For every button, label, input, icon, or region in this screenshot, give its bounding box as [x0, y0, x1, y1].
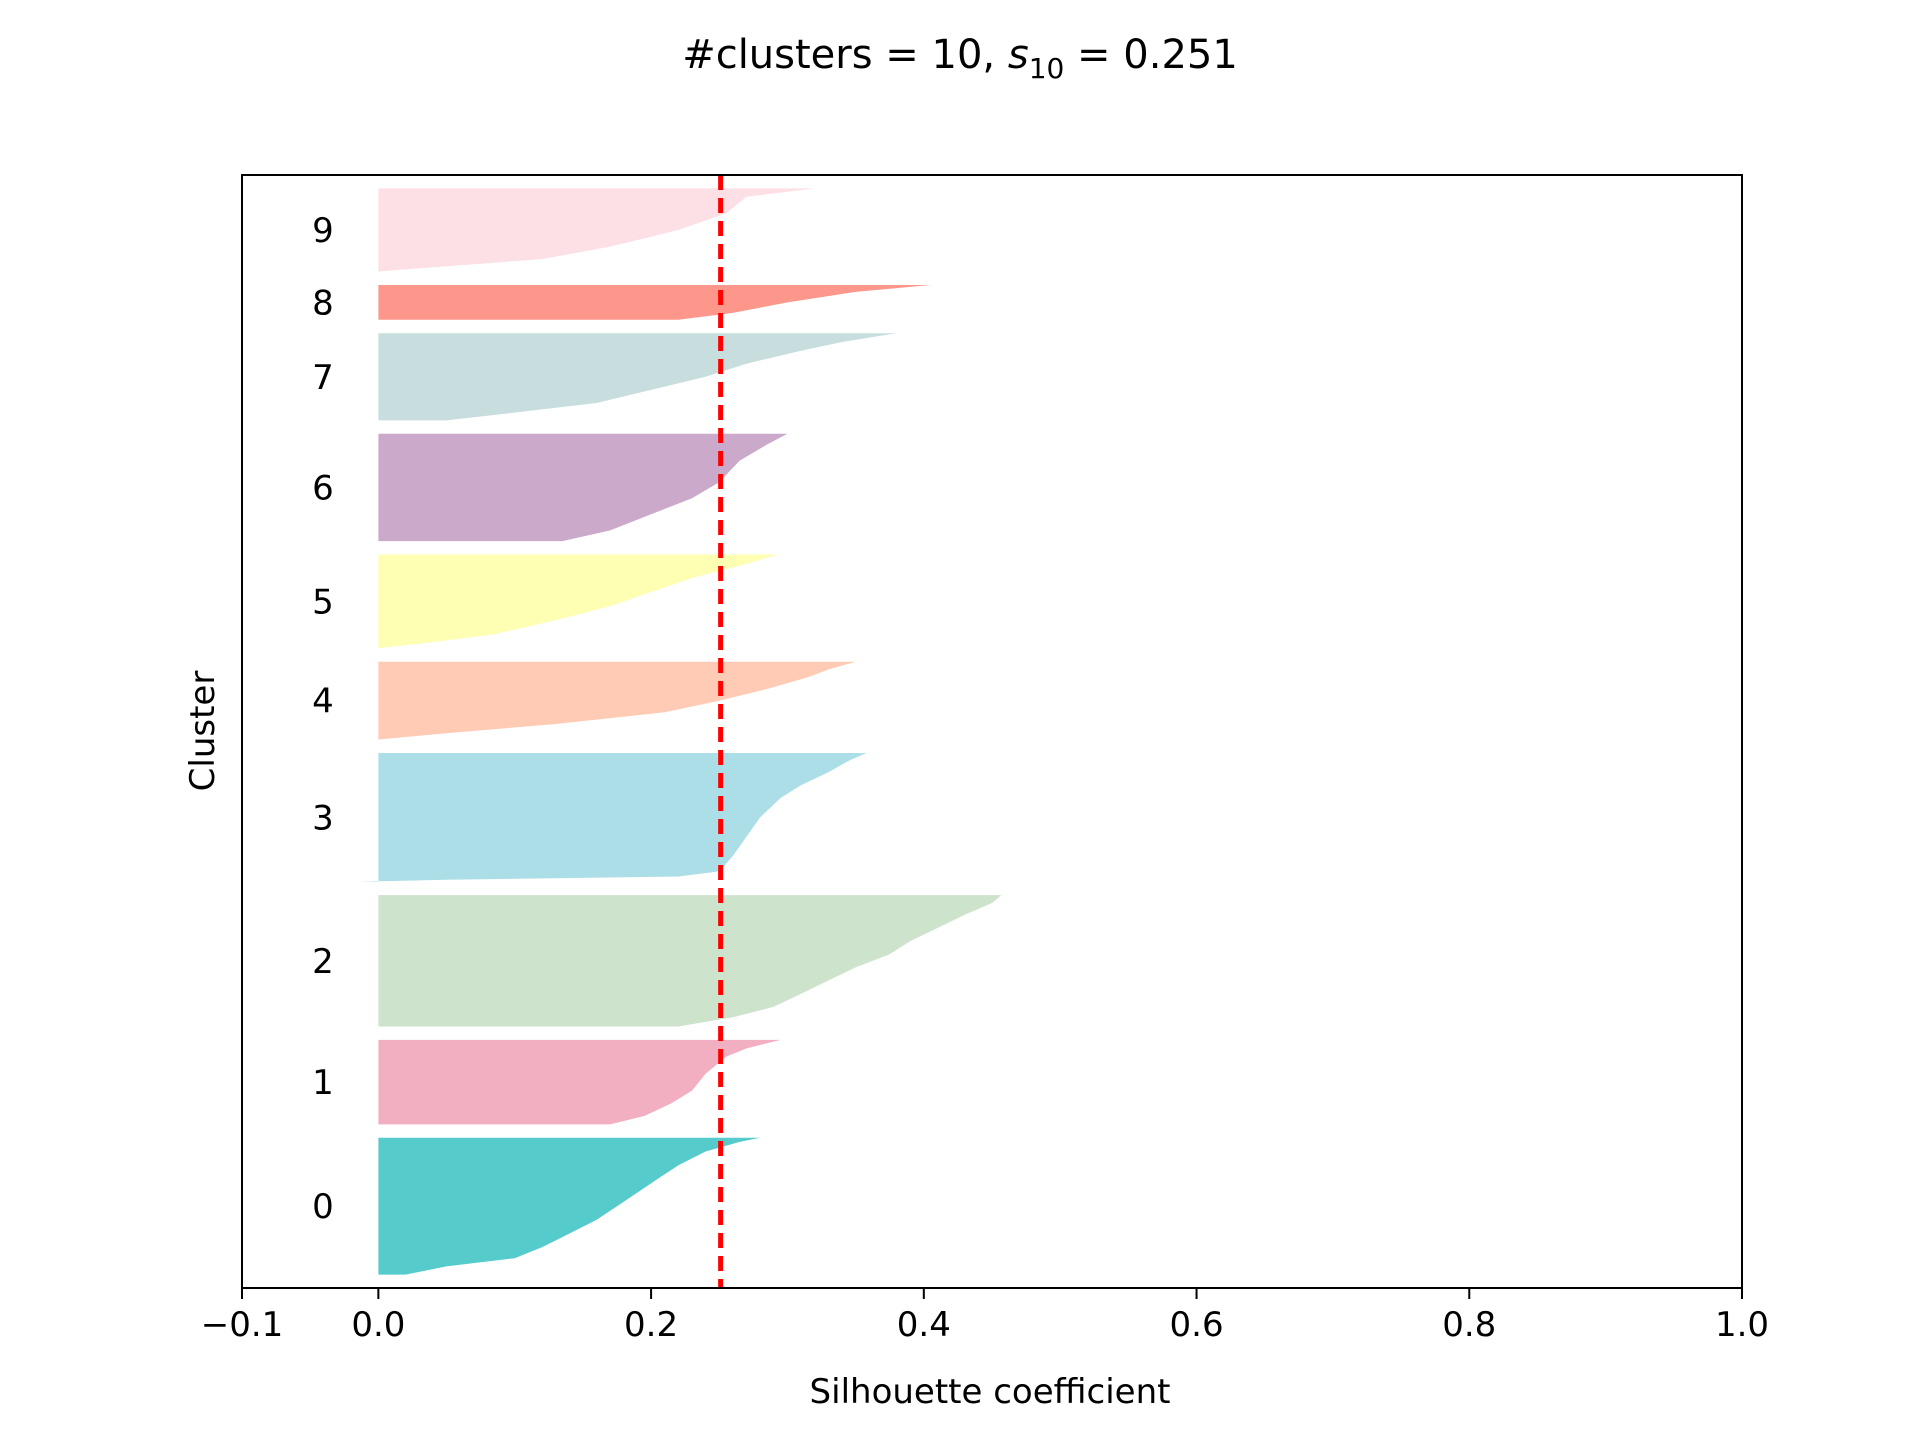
title-prefix: #clusters = 10,: [682, 32, 1008, 78]
cluster-label-4: 4: [312, 682, 334, 722]
cluster-5-silhouette: [374, 554, 778, 649]
cluster-label-5: 5: [312, 582, 334, 622]
cluster-label-3: 3: [312, 798, 334, 838]
cluster-8-silhouette: [378, 285, 931, 320]
cluster-label-8: 8: [312, 283, 334, 323]
plot-area: [357, 188, 1002, 1275]
title-subscript: 10: [1029, 52, 1065, 85]
title-suffix: = 0.251: [1064, 32, 1237, 78]
title-symbol: s: [1008, 32, 1029, 78]
cluster-6-silhouette: [378, 433, 788, 542]
cluster-label-7: 7: [312, 358, 334, 398]
cluster-2-silhouette: [378, 895, 1002, 1027]
cluster-label-9: 9: [312, 211, 334, 251]
cluster-label-0: 0: [312, 1187, 334, 1227]
cluster-label-1: 1: [312, 1063, 334, 1103]
x-tick-label: 1.0: [1715, 1305, 1769, 1345]
y-axis-label: Cluster: [183, 671, 223, 792]
cluster-0-silhouette: [378, 1137, 761, 1275]
axes-frame: [241, 174, 1743, 1289]
cluster-4-silhouette: [378, 661, 856, 740]
x-tick-label: 0.4: [897, 1305, 951, 1345]
x-tick-label: 0.2: [624, 1305, 678, 1345]
x-axis-label: Silhouette coefficient: [810, 1372, 1171, 1412]
cluster-label-2: 2: [312, 942, 334, 982]
x-axis-ticks: −0.1 0.0 0.2 0.4 0.6 0.8 1.0: [201, 1288, 1769, 1345]
cluster-7-silhouette: [378, 333, 897, 421]
cluster-9-silhouette: [378, 188, 815, 272]
x-tick-label: 0.8: [1442, 1305, 1496, 1345]
cluster-labels: 0 1 2 3 4 5 6 7 8 9: [312, 211, 334, 1227]
cluster-label-6: 6: [312, 468, 334, 508]
cluster-3-silhouette: [357, 753, 867, 882]
x-tick-label: −0.1: [201, 1305, 284, 1345]
chart-title: #clusters = 10, s10 = 0.251: [682, 32, 1238, 85]
cluster-1-silhouette: [378, 1039, 781, 1125]
x-tick-label: 0.0: [351, 1305, 405, 1345]
x-tick-label: 0.6: [1170, 1305, 1224, 1345]
